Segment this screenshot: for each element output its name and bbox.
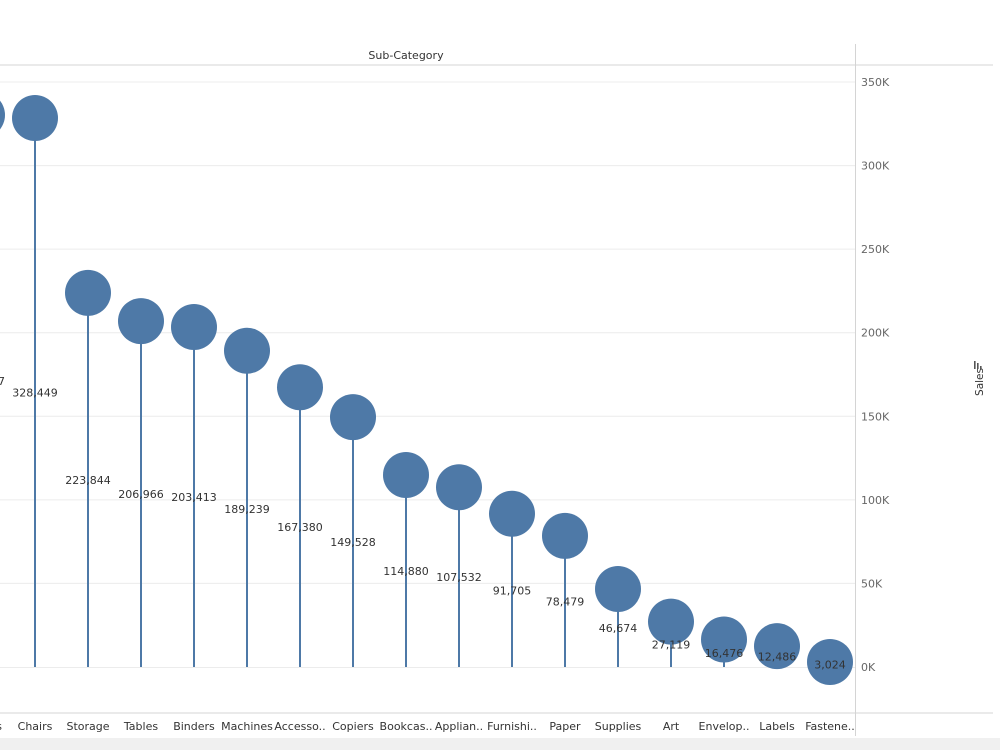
sort-icon[interactable] [974, 361, 982, 369]
category-label[interactable]: s [0, 720, 2, 733]
category-label[interactable]: Bookcas.. [380, 720, 433, 733]
column-header-title: Sub-Category [368, 49, 444, 62]
category-labels: s Chairs Storage Tables Binders MachinesAcces… [0, 720, 855, 733]
y-tick-label: 300K [861, 160, 890, 173]
category-label[interactable]: Storage [66, 720, 109, 733]
value-label: 107,532 [436, 571, 482, 584]
value-label: 206,966 [118, 488, 164, 501]
category-label[interactable]: Copiers [332, 720, 374, 733]
dot[interactable] [436, 464, 482, 511]
y-tick-label: 250K [861, 243, 890, 256]
dot[interactable] [224, 327, 270, 374]
dot[interactable] [118, 298, 164, 345]
dots [0, 92, 853, 685]
dot[interactable] [542, 512, 588, 559]
value-label: 203,413 [171, 491, 217, 504]
dot[interactable] [330, 394, 376, 441]
y-tick-label: 0K [861, 661, 876, 674]
stems [34, 118, 831, 667]
dot[interactable] [277, 364, 323, 411]
category-label[interactable]: Binders [173, 720, 215, 733]
value-label: 189,239 [224, 503, 270, 516]
value-label: 167,380 [277, 521, 323, 534]
value-label: 16,476 [705, 647, 744, 660]
dot[interactable] [171, 304, 217, 351]
value-label: 27,119 [652, 638, 691, 651]
dot[interactable] [648, 598, 694, 645]
gridlines [0, 81, 855, 668]
value-label: 46,674 [599, 622, 638, 635]
y-tick-label: 150K [861, 410, 890, 423]
value-labels: 7 328,449 223,844 206,966 203,413 189,239 167,… [0, 375, 846, 671]
dot[interactable] [65, 269, 111, 316]
category-label[interactable]: Machines [221, 720, 273, 733]
dot[interactable] [12, 95, 58, 142]
category-label[interactable]: Fastene.. [805, 720, 855, 733]
dot[interactable] [489, 490, 535, 537]
y-tick-label: 200K [861, 327, 890, 340]
value-label: 3,024 [814, 658, 846, 671]
category-label[interactable]: Chairs [18, 720, 53, 733]
category-label[interactable]: Envelop.. [699, 720, 750, 733]
y-tick-label: 50K [861, 577, 883, 590]
category-label[interactable]: Accesso.. [274, 720, 325, 733]
value-label: 7 [0, 375, 5, 388]
value-label: 91,705 [493, 584, 532, 597]
dot[interactable] [807, 638, 853, 685]
category-label[interactable]: Supplies [595, 720, 642, 733]
value-label: 114,880 [383, 565, 429, 578]
y-tick-label: 100K [861, 494, 890, 507]
y-axis-ticks: 0K 50K 100K 150K 200K 250K 300K 350K [861, 76, 890, 674]
category-label[interactable]: Tables [123, 720, 158, 733]
value-label: 12,486 [758, 651, 797, 664]
category-label[interactable]: Furnishi.. [487, 720, 537, 733]
dot[interactable] [383, 451, 429, 498]
dot[interactable] [0, 92, 5, 138]
value-label: 78,479 [546, 595, 585, 608]
value-label: 328,449 [12, 387, 58, 400]
value-label: 149,528 [330, 536, 376, 549]
dot[interactable] [754, 623, 800, 670]
dot[interactable] [595, 565, 641, 612]
y-tick-label: 350K [861, 76, 890, 89]
category-label[interactable]: Paper [549, 720, 581, 733]
scrollbar-track[interactable] [0, 738, 1000, 750]
category-label[interactable]: Labels [759, 720, 795, 733]
value-label: 223,844 [65, 474, 111, 487]
y-axis-title[interactable]: Sales [974, 368, 986, 396]
category-label[interactable]: Applian.. [435, 720, 483, 733]
dot[interactable] [701, 616, 747, 663]
category-label[interactable]: Art [663, 720, 680, 733]
